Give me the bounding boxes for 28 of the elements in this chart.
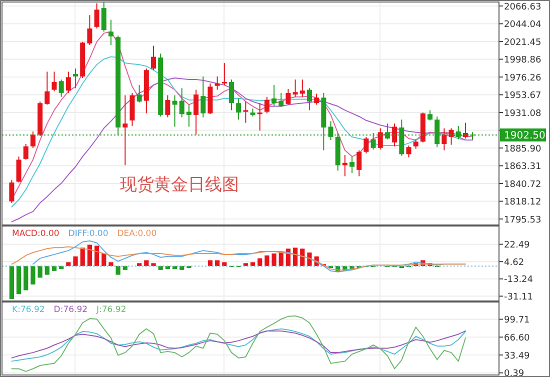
y-tick-label: 33.49 xyxy=(504,351,530,362)
y-tick-label: 66.60 xyxy=(504,333,530,344)
y-tick-label: 1863.31 xyxy=(504,162,542,172)
annotation: 现货黄金日线图 xyxy=(120,175,239,194)
text: MACD:0.00 xyxy=(12,229,60,239)
y-tick-label: 1976.26 xyxy=(504,73,542,84)
y-tick-label: 0.39 xyxy=(504,369,524,377)
y-tick-label: 1840.72 xyxy=(504,180,542,190)
y-tick-label: 2021.45 xyxy=(504,38,542,48)
y-tick-label: 1998.86 xyxy=(504,56,542,66)
series-label: DEA:0.00 xyxy=(117,229,157,239)
y-tick-label: -13.24 xyxy=(504,275,534,286)
y-tick-label: 1885.90 xyxy=(504,144,542,154)
series-label: J:76.92 xyxy=(96,305,126,315)
y-tick-label: 4.62 xyxy=(504,258,524,268)
y-tick-label: 1795.53 xyxy=(504,215,542,226)
y-tick-label: 1953.67 xyxy=(504,91,542,102)
y-tick-label: 2066.63 xyxy=(504,2,542,12)
y-tick-label: 22.49 xyxy=(504,240,530,251)
y-tick-label: 1931.08 xyxy=(504,108,542,119)
y-tick-label: -31.11 xyxy=(504,292,534,302)
series-label: DIFF:0.00 xyxy=(68,229,108,239)
ref-line-label: 1902.50 xyxy=(504,130,546,142)
y-tick-label: 99.71 xyxy=(504,316,530,326)
text: K:76.92 xyxy=(12,305,45,315)
y-tick-label: 2044.04 xyxy=(504,20,542,30)
text: D:76.92 xyxy=(54,305,88,315)
y-tick-label: 1818.12 xyxy=(504,198,542,208)
